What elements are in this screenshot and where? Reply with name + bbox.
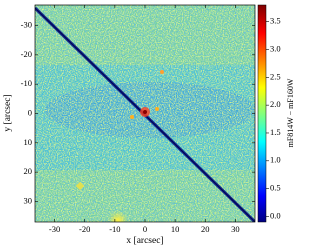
y-tick-label: 20 — [24, 166, 33, 176]
x-tick-label: 20 — [201, 224, 210, 234]
y-axis-label: y [arcsec] — [3, 94, 13, 131]
x-tick-label: -20 — [79, 224, 90, 234]
colorbar — [257, 4, 267, 223]
y-tick-label: -20 — [21, 49, 32, 59]
x-tick-label: 0 — [143, 224, 147, 234]
y-tick-label: 0 — [28, 107, 32, 117]
y-tick-label: 30 — [24, 195, 33, 205]
colorbar-tick-label: 2.5 — [270, 71, 281, 81]
x-tick-label: 30 — [231, 224, 240, 234]
x-tick-label: -10 — [109, 224, 120, 234]
y-tick-label: 10 — [24, 137, 33, 147]
image — [35, 5, 255, 222]
colorbar-tick-label: 2.0 — [270, 99, 281, 109]
colorbar-tick-label: 3.0 — [270, 43, 281, 53]
y-tick-label: -30 — [21, 19, 32, 29]
colorbar-label: mF814W − mF160W — [286, 78, 295, 147]
chart: x [arcsec] y [arcsec] mF814W − mF160W -3… — [3, 4, 295, 246]
colorbar-tick-label: 1.5 — [270, 127, 281, 137]
x-tick-label: -30 — [49, 224, 60, 234]
x-tick-label: 10 — [171, 224, 180, 234]
colorbar-tick-label: 3.5 — [270, 16, 281, 26]
colorbar-tick-label: 1.0 — [270, 155, 281, 165]
x-axis-label: x [arcsec] — [126, 236, 163, 246]
colorbar-tick-label: 0.0 — [270, 210, 281, 220]
y-tick-label: -10 — [21, 78, 32, 88]
colorbar-tick-label: 0.5 — [270, 183, 281, 193]
